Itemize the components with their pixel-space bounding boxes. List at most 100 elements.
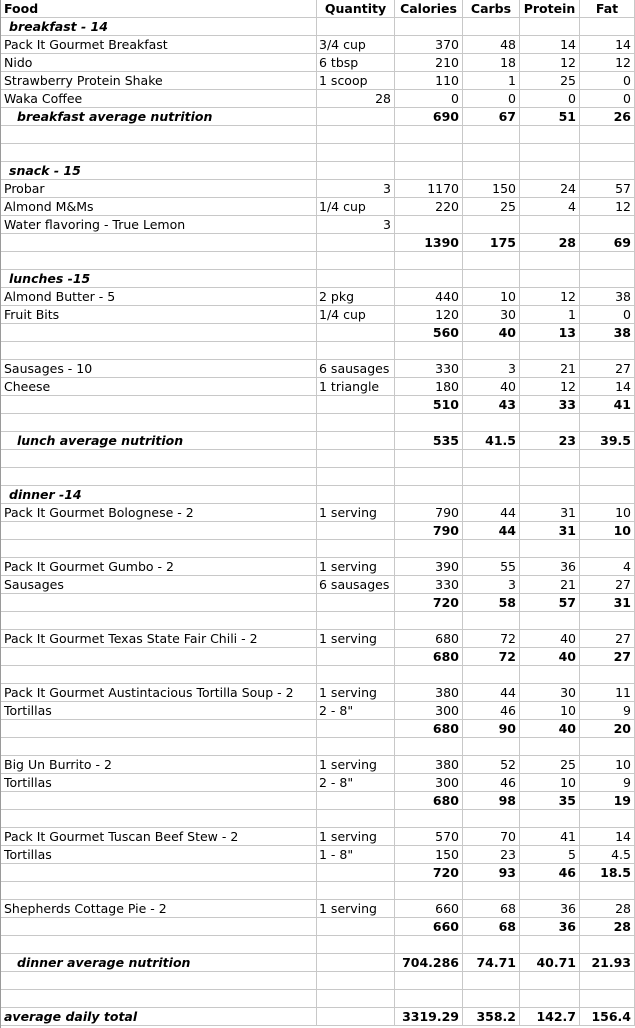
protein-cell[interactable]: 40 — [520, 648, 580, 665]
cell[interactable] — [395, 342, 463, 359]
calories-cell[interactable]: 790 — [395, 522, 463, 539]
carbs-cell[interactable]: 10 — [463, 288, 520, 305]
cell[interactable] — [317, 18, 395, 35]
calories-cell[interactable]: 660 — [395, 900, 463, 917]
quantity-cell[interactable]: 1 scoop — [317, 72, 395, 89]
protein-cell[interactable]: 36 — [520, 918, 580, 935]
cell[interactable] — [580, 126, 635, 143]
cell[interactable] — [520, 738, 580, 755]
cell[interactable] — [580, 612, 635, 629]
quantity-cell[interactable]: 3/4 cup — [317, 36, 395, 53]
fat-cell[interactable]: 0 — [580, 306, 635, 323]
cell[interactable] — [463, 882, 520, 899]
carbs-cell[interactable]: 44 — [463, 522, 520, 539]
fat-cell[interactable]: 27 — [580, 648, 635, 665]
protein-cell[interactable]: 36 — [520, 558, 580, 575]
fat-cell[interactable]: 14 — [580, 378, 635, 395]
quantity-cell[interactable] — [317, 234, 395, 251]
cell[interactable] — [395, 144, 463, 161]
cell[interactable] — [395, 18, 463, 35]
calories-cell[interactable]: 790 — [395, 504, 463, 521]
cell[interactable] — [395, 540, 463, 557]
cell[interactable] — [317, 990, 395, 1007]
quantity-cell[interactable]: 1 serving — [317, 630, 395, 647]
cell[interactable] — [317, 162, 395, 179]
quantity-cell[interactable] — [317, 1008, 395, 1025]
calories-cell[interactable]: 535 — [395, 432, 463, 449]
calories-cell[interactable]: 720 — [395, 864, 463, 881]
cell[interactable] — [317, 270, 395, 287]
protein-cell[interactable]: 23 — [520, 432, 580, 449]
food-cell[interactable] — [1, 720, 317, 737]
calories-cell[interactable]: 660 — [395, 918, 463, 935]
carbs-cell[interactable]: 175 — [463, 234, 520, 251]
cell[interactable] — [463, 936, 520, 953]
cell[interactable] — [395, 486, 463, 503]
cell[interactable] — [520, 882, 580, 899]
cell[interactable] — [520, 612, 580, 629]
food-cell[interactable]: Pack It Gourmet Bolognese - 2 — [1, 504, 317, 521]
cell[interactable] — [1, 414, 317, 431]
cell[interactable] — [317, 540, 395, 557]
protein-cell[interactable]: 40.71 — [520, 954, 580, 971]
protein-cell[interactable]: 24 — [520, 180, 580, 197]
food-cell[interactable]: Water flavoring - True Lemon — [1, 216, 317, 233]
fat-cell[interactable]: 9 — [580, 702, 635, 719]
cell[interactable] — [580, 810, 635, 827]
quantity-cell[interactable]: 6 tbsp — [317, 54, 395, 71]
cell[interactable] — [395, 738, 463, 755]
fat-cell[interactable]: 11 — [580, 684, 635, 701]
quantity-cell[interactable]: 1/4 cup — [317, 306, 395, 323]
carbs-cell[interactable]: 41.5 — [463, 432, 520, 449]
quantity-cell[interactable] — [317, 594, 395, 611]
protein-cell[interactable]: 36 — [520, 900, 580, 917]
protein-cell[interactable]: 12 — [520, 54, 580, 71]
cell[interactable] — [520, 144, 580, 161]
fat-cell[interactable]: 4 — [580, 558, 635, 575]
cell[interactable] — [580, 990, 635, 1007]
cell[interactable] — [317, 936, 395, 953]
carbs-cell[interactable]: 3 — [463, 360, 520, 377]
cell[interactable] — [1, 468, 317, 485]
cell[interactable] — [317, 972, 395, 989]
protein-cell[interactable]: 51 — [520, 108, 580, 125]
cell[interactable] — [1, 936, 317, 953]
protein-cell[interactable]: 41 — [520, 828, 580, 845]
carbs-cell[interactable]: 68 — [463, 900, 520, 917]
carbs-cell[interactable]: 358.2 — [463, 1008, 520, 1025]
cell[interactable] — [520, 486, 580, 503]
cell[interactable] — [580, 18, 635, 35]
food-cell[interactable]: Pack It Gourmet Breakfast — [1, 36, 317, 53]
cell[interactable] — [1, 810, 317, 827]
fat-cell[interactable]: 10 — [580, 504, 635, 521]
cell[interactable] — [463, 540, 520, 557]
header-quantity[interactable]: Quantity — [317, 0, 395, 17]
fat-cell[interactable]: 28 — [580, 918, 635, 935]
cell[interactable] — [1, 144, 317, 161]
cell[interactable] — [317, 486, 395, 503]
fat-cell[interactable]: 57 — [580, 180, 635, 197]
quantity-cell[interactable]: 3 — [317, 180, 395, 197]
food-cell[interactable]: average daily total — [1, 1008, 317, 1025]
carbs-cell[interactable]: 25 — [463, 198, 520, 215]
cell[interactable] — [395, 972, 463, 989]
protein-cell[interactable]: 0 — [520, 90, 580, 107]
fat-cell[interactable]: 19 — [580, 792, 635, 809]
fat-cell[interactable]: 20 — [580, 720, 635, 737]
cell[interactable] — [395, 810, 463, 827]
cell[interactable] — [1, 540, 317, 557]
carbs-cell[interactable]: 40 — [463, 324, 520, 341]
cell[interactable] — [395, 270, 463, 287]
quantity-cell[interactable]: 1 serving — [317, 900, 395, 917]
fat-cell[interactable]: 21.93 — [580, 954, 635, 971]
cell[interactable] — [395, 936, 463, 953]
cell[interactable] — [395, 666, 463, 683]
calories-cell[interactable]: 300 — [395, 774, 463, 791]
protein-cell[interactable]: 40 — [520, 630, 580, 647]
protein-cell[interactable]: 12 — [520, 378, 580, 395]
carbs-cell[interactable]: 67 — [463, 108, 520, 125]
quantity-cell[interactable]: 6 sausages — [317, 576, 395, 593]
quantity-cell[interactable] — [317, 522, 395, 539]
protein-cell[interactable]: 40 — [520, 720, 580, 737]
header-food[interactable]: Food — [1, 0, 317, 17]
